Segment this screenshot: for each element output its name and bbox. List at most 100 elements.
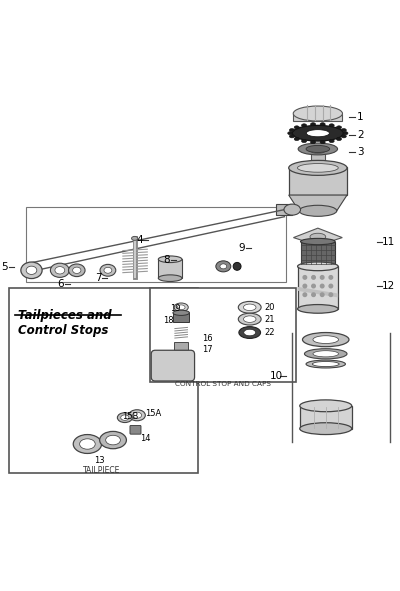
Ellipse shape bbox=[320, 141, 325, 144]
Text: 2: 2 bbox=[357, 130, 364, 140]
Text: TAILPIECE: TAILPIECE bbox=[82, 466, 120, 475]
Ellipse shape bbox=[244, 316, 256, 322]
Bar bbox=[300, 406, 352, 428]
Bar bbox=[174, 342, 188, 350]
Circle shape bbox=[312, 275, 315, 279]
Ellipse shape bbox=[284, 204, 300, 215]
Ellipse shape bbox=[68, 264, 85, 277]
Text: 3: 3 bbox=[357, 147, 364, 157]
Circle shape bbox=[312, 293, 315, 297]
Ellipse shape bbox=[289, 128, 294, 132]
Ellipse shape bbox=[310, 123, 316, 126]
Ellipse shape bbox=[238, 301, 261, 313]
Text: 1: 1 bbox=[357, 112, 364, 122]
Circle shape bbox=[329, 275, 333, 279]
Ellipse shape bbox=[21, 262, 42, 278]
Ellipse shape bbox=[302, 333, 349, 347]
Ellipse shape bbox=[288, 132, 293, 135]
Circle shape bbox=[320, 284, 324, 288]
Text: 7: 7 bbox=[95, 273, 101, 282]
Text: 12: 12 bbox=[381, 281, 395, 291]
Ellipse shape bbox=[300, 238, 335, 245]
Ellipse shape bbox=[306, 360, 346, 368]
Text: 13: 13 bbox=[94, 456, 104, 465]
Ellipse shape bbox=[132, 412, 142, 418]
Ellipse shape bbox=[310, 141, 316, 144]
Ellipse shape bbox=[292, 125, 344, 141]
Bar bbox=[311, 151, 324, 163]
Ellipse shape bbox=[298, 164, 338, 172]
Text: 10: 10 bbox=[270, 371, 283, 381]
Ellipse shape bbox=[343, 132, 348, 135]
Ellipse shape bbox=[158, 256, 182, 262]
Circle shape bbox=[303, 275, 307, 279]
Ellipse shape bbox=[121, 415, 129, 420]
Text: 22: 22 bbox=[264, 328, 275, 337]
Bar bbox=[158, 259, 182, 278]
Ellipse shape bbox=[311, 150, 324, 153]
Circle shape bbox=[320, 293, 324, 297]
FancyBboxPatch shape bbox=[130, 426, 141, 434]
Circle shape bbox=[233, 262, 241, 270]
Ellipse shape bbox=[26, 266, 37, 274]
Ellipse shape bbox=[100, 264, 116, 276]
Ellipse shape bbox=[313, 350, 338, 357]
Text: 20: 20 bbox=[264, 303, 275, 312]
Text: 19: 19 bbox=[170, 304, 180, 313]
Ellipse shape bbox=[329, 124, 334, 127]
Ellipse shape bbox=[177, 305, 185, 310]
Ellipse shape bbox=[298, 304, 338, 313]
Ellipse shape bbox=[336, 138, 342, 141]
Ellipse shape bbox=[173, 310, 190, 316]
Bar bbox=[289, 167, 347, 195]
Text: 15B: 15B bbox=[122, 412, 138, 421]
Ellipse shape bbox=[239, 327, 260, 339]
Ellipse shape bbox=[341, 135, 346, 138]
Ellipse shape bbox=[298, 262, 338, 271]
Ellipse shape bbox=[50, 263, 69, 277]
Ellipse shape bbox=[341, 128, 346, 132]
Ellipse shape bbox=[106, 436, 120, 445]
Circle shape bbox=[329, 293, 333, 297]
Circle shape bbox=[303, 293, 307, 297]
Ellipse shape bbox=[289, 160, 347, 176]
Ellipse shape bbox=[336, 126, 342, 129]
Ellipse shape bbox=[158, 275, 182, 281]
Ellipse shape bbox=[100, 431, 126, 449]
Circle shape bbox=[303, 284, 307, 288]
Bar bbox=[293, 113, 342, 121]
Ellipse shape bbox=[298, 143, 338, 155]
Text: 5: 5 bbox=[1, 262, 8, 272]
Ellipse shape bbox=[117, 413, 132, 423]
Ellipse shape bbox=[129, 410, 145, 421]
FancyBboxPatch shape bbox=[150, 288, 296, 382]
Ellipse shape bbox=[300, 400, 352, 412]
Text: 15A: 15A bbox=[146, 409, 162, 418]
Ellipse shape bbox=[304, 349, 347, 359]
Ellipse shape bbox=[244, 304, 256, 310]
Ellipse shape bbox=[329, 139, 334, 142]
Ellipse shape bbox=[300, 423, 352, 434]
Text: 4: 4 bbox=[136, 235, 143, 245]
Bar bbox=[298, 267, 338, 309]
Ellipse shape bbox=[294, 138, 299, 141]
Polygon shape bbox=[294, 228, 342, 245]
FancyBboxPatch shape bbox=[9, 288, 198, 473]
Text: 21: 21 bbox=[264, 314, 275, 324]
Text: 8: 8 bbox=[164, 255, 170, 265]
Ellipse shape bbox=[244, 329, 256, 336]
Ellipse shape bbox=[216, 261, 231, 272]
Ellipse shape bbox=[302, 124, 307, 127]
Ellipse shape bbox=[104, 267, 112, 273]
Ellipse shape bbox=[299, 205, 337, 216]
Ellipse shape bbox=[80, 439, 95, 449]
Text: CONTROL STOP AND CAPS: CONTROL STOP AND CAPS bbox=[175, 381, 271, 387]
Ellipse shape bbox=[55, 267, 65, 274]
FancyBboxPatch shape bbox=[151, 350, 194, 381]
Text: 18: 18 bbox=[163, 316, 174, 325]
Ellipse shape bbox=[73, 267, 81, 274]
Ellipse shape bbox=[238, 313, 261, 325]
Bar bbox=[300, 242, 335, 264]
Text: Tailpieces and
Control Stops: Tailpieces and Control Stops bbox=[18, 309, 112, 337]
Ellipse shape bbox=[313, 336, 338, 343]
